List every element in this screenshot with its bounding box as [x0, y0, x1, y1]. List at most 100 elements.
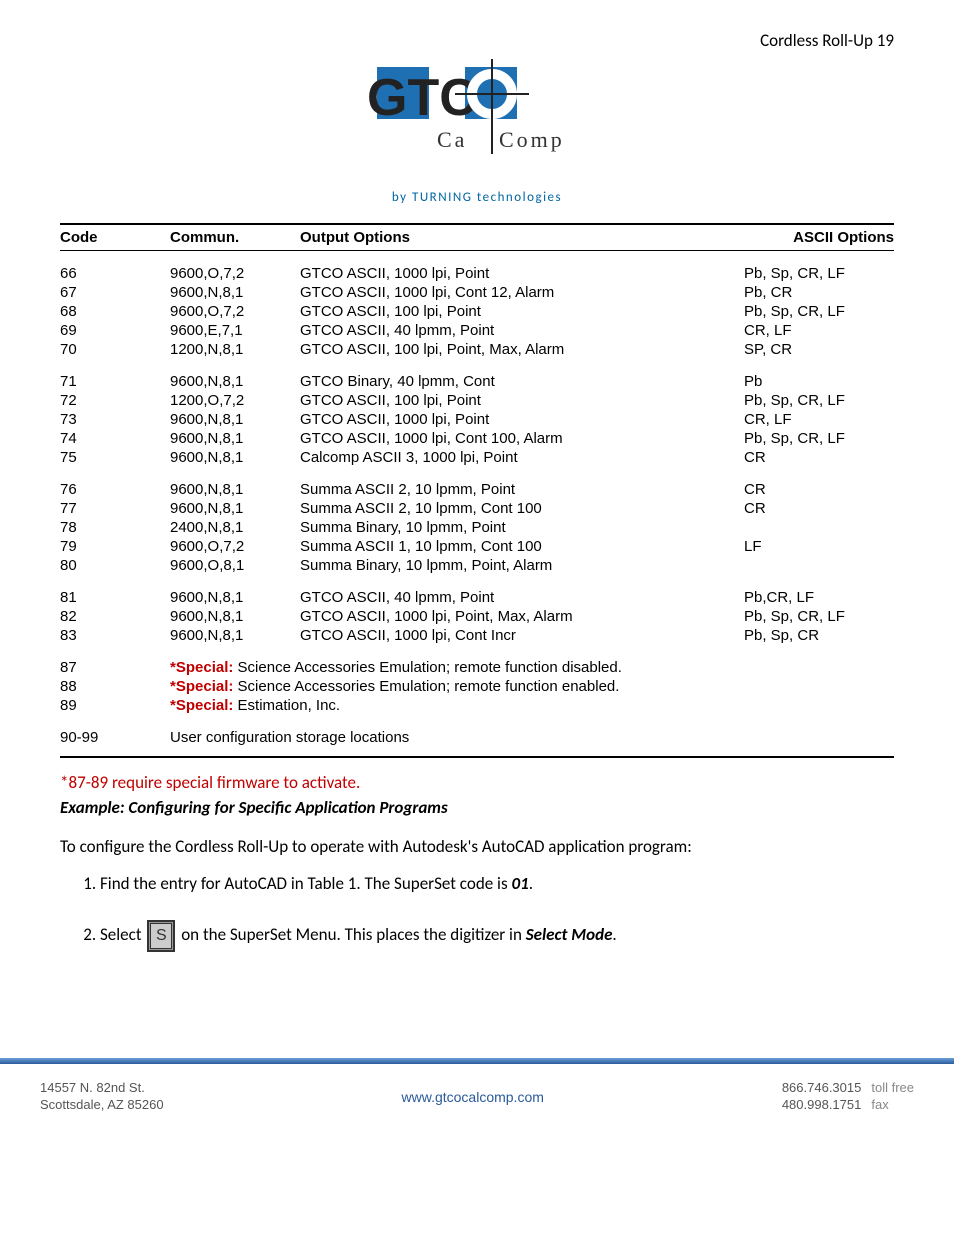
cell-output: Summa ASCII 1, 10 lpmm, Cont 100: [300, 537, 744, 556]
cell-special-text: *Special: Estimation, Inc.: [170, 696, 894, 715]
cell-commun: 9600,E,7,1: [170, 321, 300, 340]
table-row: 699600,E,7,1GTCO ASCII, 40 lpmm, PointCR…: [60, 321, 894, 340]
special-label: *Special:: [170, 659, 233, 676]
cell-code: 81: [60, 575, 170, 607]
cell-commun: 1200,O,7,2: [170, 391, 300, 410]
cell-output: GTCO ASCII, 1000 lpi, Point: [300, 251, 744, 284]
th-commun: Commun.: [170, 224, 300, 251]
cell-output: Summa ASCII 2, 10 lpmm, Point: [300, 467, 744, 499]
cell-commun: 9600,N,8,1: [170, 410, 300, 429]
cell-commun: 9600,N,8,1: [170, 467, 300, 499]
table-row: 819600,N,8,1GTCO ASCII, 40 lpmm, PointPb…: [60, 575, 894, 607]
cell-commun: 9600,O,7,2: [170, 251, 300, 284]
cell-ascii: CR: [744, 499, 894, 518]
table-row-special: 89*Special: Estimation, Inc.: [60, 696, 894, 715]
cell-code: 80: [60, 556, 170, 575]
cell-code: 66: [60, 251, 170, 284]
step1-text-a: Find the entry for AutoCAD in Table 1. T…: [100, 873, 511, 894]
cell-code: 77: [60, 499, 170, 518]
step2-mode: Select Mode: [526, 924, 613, 945]
cell-ascii: CR: [744, 467, 894, 499]
logo-block: GTC Ca Comp by TURNING technologies: [60, 59, 894, 205]
table-row: 829600,N,8,1GTCO ASCII, 1000 lpi, Point,…: [60, 607, 894, 626]
step-2: Select S on the SuperSet Menu. This plac…: [100, 920, 894, 952]
cell-code: 71: [60, 359, 170, 391]
cell-output: GTCO ASCII, 40 lpmm, Point: [300, 321, 744, 340]
cell-output: GTCO ASCII, 1000 lpi, Cont Incr: [300, 626, 744, 645]
cell-ascii: [744, 556, 894, 575]
cell-output: GTCO Binary, 40 lpmm, Cont: [300, 359, 744, 391]
th-output: Output Options: [300, 224, 744, 251]
cell-ascii: Pb, Sp, CR: [744, 626, 894, 645]
step2-text-d: .: [612, 924, 616, 945]
cell-code: 73: [60, 410, 170, 429]
logo-tagline: by TURNING technologies: [60, 190, 894, 205]
table-row: 721200,O,7,2GTCO ASCII, 100 lpi, PointPb…: [60, 391, 894, 410]
cell-output: GTCO ASCII, 100 lpi, Point: [300, 302, 744, 321]
cell-ascii: Pb, Sp, CR, LF: [744, 302, 894, 321]
config-table: Code Commun. Output Options ASCII Option…: [60, 223, 894, 758]
cell-commun: 9600,O,7,2: [170, 537, 300, 556]
steps-list: Find the entry for AutoCAD in Table 1. T…: [60, 873, 894, 952]
table-row: 749600,N,8,1GTCO ASCII, 1000 lpi, Cont 1…: [60, 429, 894, 448]
footer-address: 14557 N. 82nd St. Scottsdale, AZ 85260: [40, 1080, 164, 1114]
step2-text-a: Select: [100, 924, 145, 945]
cell-output: GTCO ASCII, 40 lpmm, Point: [300, 575, 744, 607]
table-row: 689600,O,7,2GTCO ASCII, 100 lpi, PointPb…: [60, 302, 894, 321]
cell-commun: 9600,N,8,1: [170, 448, 300, 467]
cell-code: 78: [60, 518, 170, 537]
table-row: 769600,N,8,1Summa ASCII 2, 10 lpmm, Poin…: [60, 467, 894, 499]
table-row-user: 90-99User configuration storage location…: [60, 715, 894, 757]
cell-output: GTCO ASCII, 100 lpi, Point: [300, 391, 744, 410]
cell-output: GTCO ASCII, 1000 lpi, Point: [300, 410, 744, 429]
cell-ascii: CR, LF: [744, 321, 894, 340]
cell-output: Summa Binary, 10 lpmm, Point: [300, 518, 744, 537]
cell-ascii: Pb, Sp, CR, LF: [744, 607, 894, 626]
step2-text-b: on the SuperSet Menu. This places the di…: [177, 924, 525, 945]
phone-fax: 480.998.1751: [782, 1097, 862, 1114]
cell-code: 82: [60, 607, 170, 626]
cell-code: 74: [60, 429, 170, 448]
gtco-calcomp-logo: GTC Ca Comp: [347, 59, 607, 179]
cell-ascii: CR: [744, 448, 894, 467]
cell-code: 70: [60, 340, 170, 359]
table-row: 701200,N,8,1GTCO ASCII, 100 lpi, Point, …: [60, 340, 894, 359]
cell-commun: 9600,O,8,1: [170, 556, 300, 575]
svg-text:GTC: GTC: [367, 69, 477, 127]
cell-code: 87: [60, 645, 170, 677]
cell-code: 90-99: [60, 715, 170, 757]
table-row-special: 88*Special: Science Accessories Emulatio…: [60, 677, 894, 696]
cell-code: 89: [60, 696, 170, 715]
cell-ascii: Pb, CR: [744, 283, 894, 302]
s-key-icon: S: [147, 920, 175, 952]
table-row: 782400,N,8,1Summa Binary, 10 lpmm, Point: [60, 518, 894, 537]
example-heading: Example: Configuring for Specific Applic…: [60, 797, 894, 818]
cell-commun: 9600,N,8,1: [170, 607, 300, 626]
page-header: Cordless Roll-Up 19: [60, 30, 894, 51]
cell-code: 68: [60, 302, 170, 321]
footer-website: www.gtcocalcomp.com: [402, 1089, 544, 1105]
cell-output: Summa Binary, 10 lpmm, Point, Alarm: [300, 556, 744, 575]
phone-tollfree: 866.746.3015: [782, 1080, 862, 1097]
special-label: *Special:: [170, 697, 233, 714]
table-row: 719600,N,8,1GTCO Binary, 40 lpmm, ContPb: [60, 359, 894, 391]
cell-ascii: SP, CR: [744, 340, 894, 359]
cell-commun: 9600,N,8,1: [170, 359, 300, 391]
cell-code: 72: [60, 391, 170, 410]
cell-commun: 9600,N,8,1: [170, 626, 300, 645]
cell-code: 88: [60, 677, 170, 696]
intro-text: To configure the Cordless Roll-Up to ope…: [60, 836, 894, 859]
cell-commun: 9600,N,8,1: [170, 283, 300, 302]
cell-ascii: Pb: [744, 359, 894, 391]
cell-commun: 1200,N,8,1: [170, 340, 300, 359]
cell-code: 75: [60, 448, 170, 467]
s-key-letter: S: [150, 923, 172, 949]
cell-code: 69: [60, 321, 170, 340]
cell-commun: 9600,O,7,2: [170, 302, 300, 321]
cell-special-text: *Special: Science Accessories Emulation;…: [170, 645, 894, 677]
phone-tollfree-lbl: toll free: [871, 1080, 914, 1097]
th-code: Code: [60, 224, 170, 251]
cell-ascii: [744, 518, 894, 537]
table-row: 669600,O,7,2GTCO ASCII, 1000 lpi, PointP…: [60, 251, 894, 284]
cell-ascii: CR, LF: [744, 410, 894, 429]
